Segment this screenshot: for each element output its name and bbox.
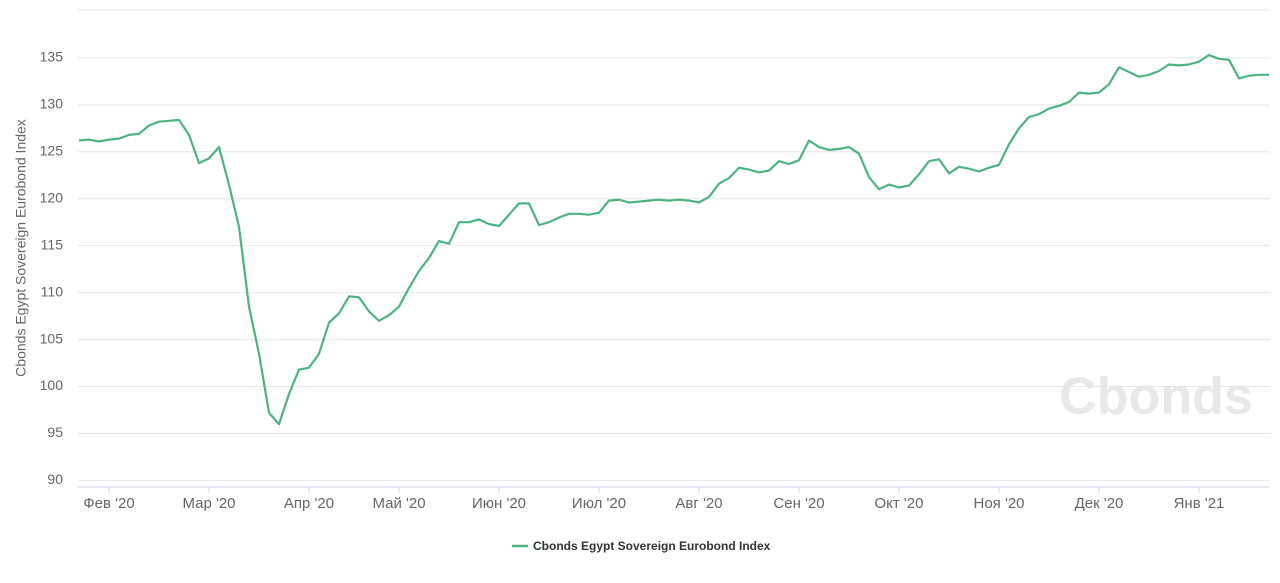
y-tick-label: 120 — [40, 189, 64, 205]
x-tick-label: Авг '20 — [675, 495, 722, 512]
watermark: Cbonds — [1059, 368, 1253, 426]
x-tick-label: Фев '20 — [83, 495, 134, 512]
y-tick-label: 130 — [40, 96, 64, 112]
y-tick-label: 125 — [40, 142, 64, 158]
line — [78, 54, 1269, 426]
y-tick-label: 100 — [40, 377, 64, 393]
y-tick-label: 105 — [40, 330, 64, 346]
y-axis-label: Cbonds Egypt Sovereign Eurobond Index — [13, 119, 29, 377]
x-tick-label: Июл '20 — [572, 495, 626, 512]
legend-label: Cbonds Egypt Sovereign Eurobond Index — [533, 539, 771, 553]
x-tick-label: Июн '20 — [472, 495, 526, 512]
x-tick-label: Окт '20 — [875, 495, 924, 512]
x-tick-label: Май '20 — [372, 495, 425, 512]
y-tick-label: 110 — [41, 283, 64, 299]
x-tick-label: Мар '20 — [182, 495, 235, 512]
y-tick-label: 95 — [47, 424, 63, 440]
x-tick-label: Сен '20 — [773, 495, 824, 512]
y-tick-label: 135 — [40, 49, 64, 65]
x-tick-label: Дек '20 — [1075, 495, 1124, 512]
x-tick-label: Янв '21 — [1174, 495, 1225, 512]
x-tick-label: Апр '20 — [284, 495, 334, 512]
x-tick-label: Ноя '20 — [973, 495, 1024, 512]
y-tick-label: 115 — [41, 236, 64, 252]
y-tick-label: 90 — [47, 471, 63, 487]
